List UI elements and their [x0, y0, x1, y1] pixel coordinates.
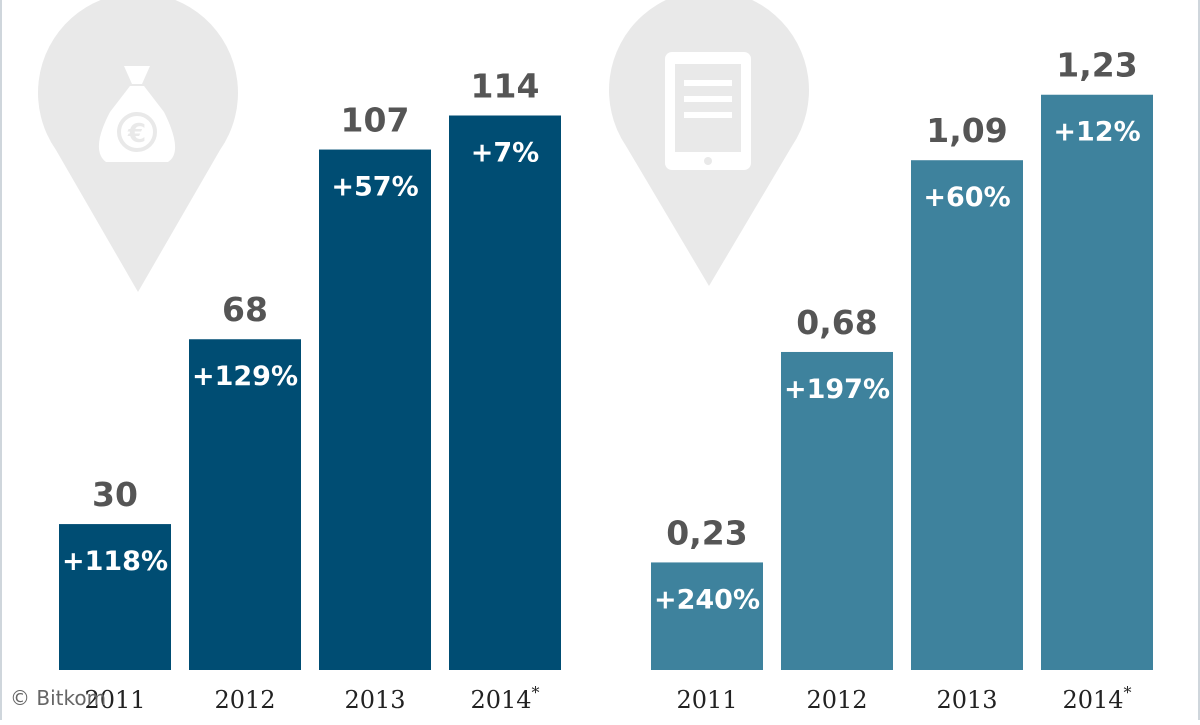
right-tick-label-1: 2011 — [676, 686, 737, 714]
left-bar-3 — [319, 149, 431, 670]
copyright-label: © Bitkom — [10, 686, 106, 710]
right-value-label-2: 0,68 — [796, 303, 877, 342]
right-edge-line — [1198, 0, 1200, 720]
svg-text:€: € — [127, 119, 146, 149]
left-bar-2 — [189, 339, 301, 670]
left-tick-label-3: 2013 — [344, 686, 405, 714]
left-tick-label-4: 2014* — [470, 683, 539, 714]
right-value-label-1: 0,23 — [666, 513, 747, 552]
right-change-label-1: +240% — [654, 584, 760, 615]
left-bar-1 — [59, 524, 171, 670]
left-change-label-4: +7% — [471, 138, 539, 169]
right-bar-3 — [911, 160, 1023, 670]
right-change-label-3: +60% — [923, 182, 1010, 213]
right-tick-label-3: 2013 — [936, 686, 997, 714]
tablet-icon — [609, 0, 809, 286]
right-value-label-4: 1,23 — [1056, 46, 1137, 85]
left-edge-line — [0, 0, 2, 720]
left-value-label-1: 30 — [92, 475, 138, 514]
right-tick-label-4: 2014* — [1062, 683, 1131, 714]
right-bar-2 — [781, 351, 893, 670]
left-tick-label-2: 2012 — [214, 686, 275, 714]
right-value-label-3: 1,09 — [926, 111, 1007, 150]
right-change-label-2: +197% — [784, 374, 890, 405]
left-value-label-3: 107 — [341, 101, 410, 140]
right-bar-4 — [1041, 94, 1153, 670]
left-change-label-2: +129% — [192, 361, 298, 392]
left-value-label-2: 68 — [222, 290, 268, 329]
left-value-label-4: 114 — [471, 67, 540, 106]
right-change-label-4: +12% — [1053, 117, 1140, 148]
left-change-label-1: +118% — [62, 546, 168, 577]
right-tick-label-2: 2012 — [806, 686, 867, 714]
left-bar-4 — [449, 115, 561, 670]
left-change-label-3: +57% — [331, 172, 418, 203]
left-tick-label-1: 2011 — [84, 686, 145, 714]
right-bar-1 — [651, 562, 763, 670]
money-bag-euro-icon: € — [38, 0, 238, 292]
